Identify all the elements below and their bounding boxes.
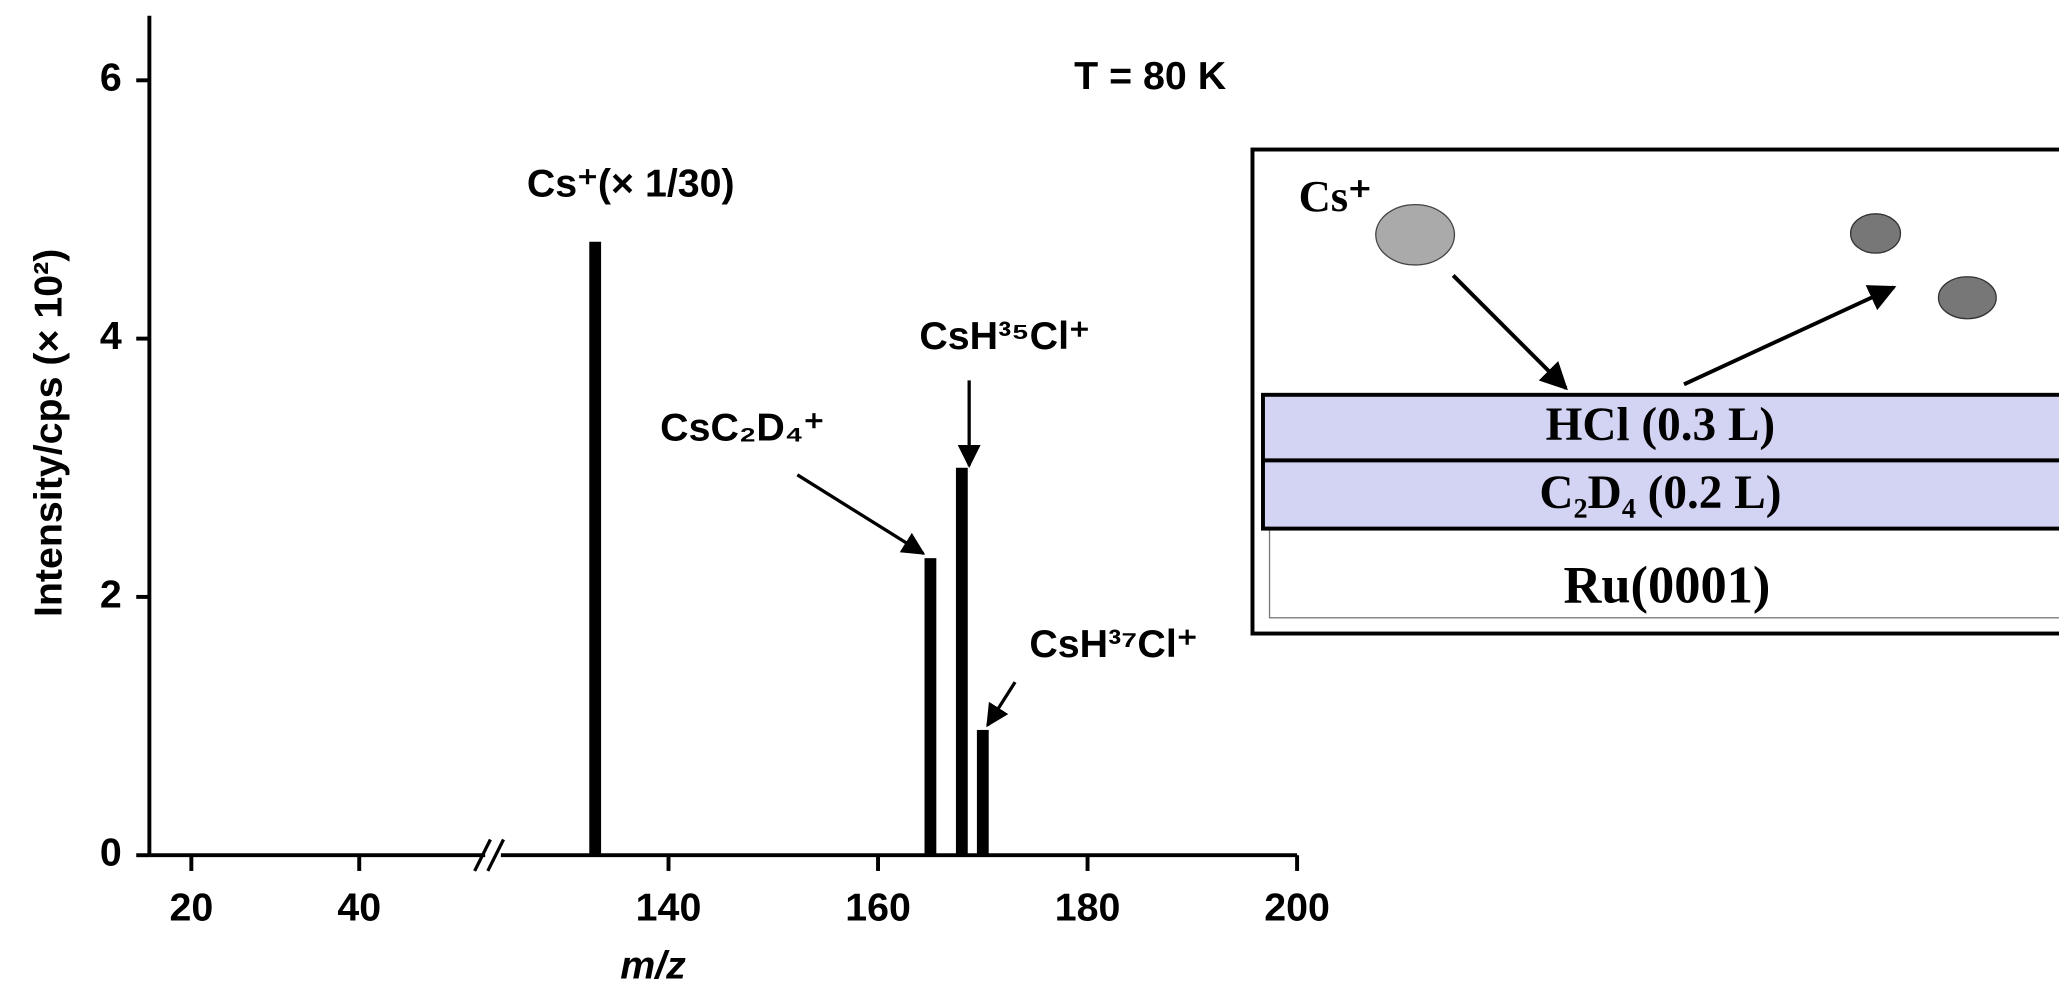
label-arrow	[986, 681, 1017, 728]
ion	[1937, 276, 1997, 320]
arrow	[1683, 285, 1897, 387]
inset: Cs⁺ HCl (0.3 L) C₂D₄ (0.2 L) Ru(0001)	[1250, 147, 2059, 636]
layer-label: HCl (0.3 L)	[1546, 399, 1776, 451]
data-label: CsH³⁵Cl⁺	[919, 314, 1089, 358]
y-tick-label: 0	[100, 831, 122, 875]
x-tick-label: 20	[169, 886, 213, 930]
x-tick-label: 40	[337, 886, 381, 930]
ion	[1849, 213, 1902, 254]
layer-label: C₂D₄ (0.2 L)	[1539, 467, 1781, 519]
ion	[1375, 203, 1456, 266]
data-label: Cs⁺(× 1/30)	[527, 162, 735, 206]
annotation: T = 80 K	[1074, 54, 1227, 98]
bar	[955, 467, 968, 856]
x-tick-label: 200	[1264, 886, 1330, 930]
bar	[976, 729, 989, 856]
data-label: CsC₂D₄⁺	[660, 406, 824, 450]
substrate	[1268, 527, 2059, 619]
ion-label: Cs⁺	[1299, 171, 1372, 221]
label-arrow	[796, 473, 926, 555]
y-tick-label: 2	[100, 572, 122, 616]
axis-break	[486, 838, 505, 872]
data-label: CsH³⁷Cl⁺	[1029, 622, 1197, 666]
x-axis-label: m/z	[620, 943, 686, 987]
layer-label: Ru(0001)	[1564, 556, 1771, 614]
x-tick-label: 160	[845, 886, 911, 930]
layer	[1261, 392, 2059, 463]
arrow	[1451, 274, 1568, 391]
layer	[1261, 458, 2059, 531]
bar	[589, 241, 602, 856]
x-tick-label: 140	[636, 886, 702, 930]
x-tick-label: 180	[1055, 886, 1121, 930]
axis-break	[473, 838, 492, 872]
y-axis-label: Intensity/cps (× 10²)	[26, 249, 70, 617]
y-tick-label: 6	[100, 56, 122, 100]
y-tick-label: 4	[100, 314, 122, 358]
bar	[924, 558, 937, 856]
